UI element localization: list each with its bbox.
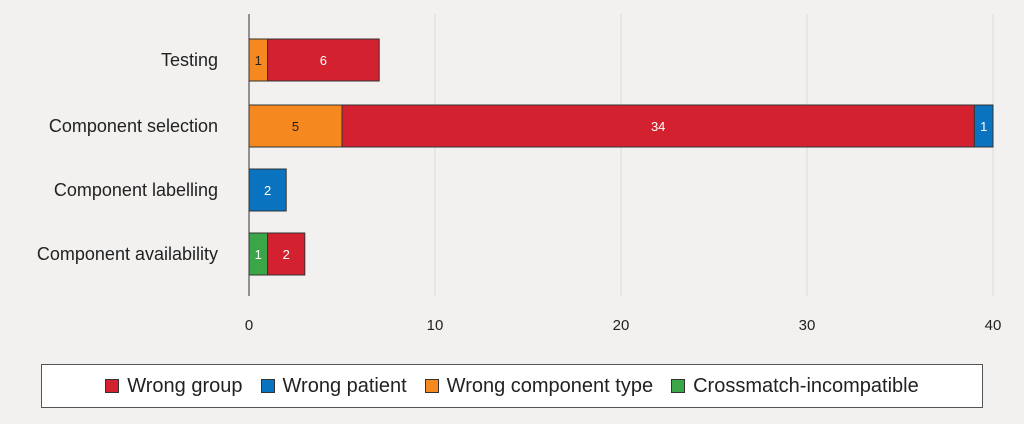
category-label: Component selection xyxy=(49,116,218,136)
x-tick-label: 10 xyxy=(427,317,444,334)
x-tick-label: 0 xyxy=(245,317,253,334)
legend: Wrong group Wrong patient Wrong component … xyxy=(41,364,983,408)
legend-item: Wrong group xyxy=(105,374,243,398)
legend-label: Crossmatch-incompatible xyxy=(693,374,919,397)
bar-value-label: 2 xyxy=(264,183,271,198)
stacked-bar-chart: 1 6 5 34 1 2 1 2 Testing Component selection Comp… xyxy=(37,14,1002,334)
legend-label: Wrong component type xyxy=(446,374,654,397)
legend-label: Wrong group xyxy=(127,374,243,397)
bar-value-label: 34 xyxy=(651,119,665,134)
category-label: Component labelling xyxy=(54,180,218,200)
legend-swatch xyxy=(424,379,439,393)
bar-segment xyxy=(248,168,287,212)
bar-segment xyxy=(248,104,343,148)
legend-item: Wrong component type xyxy=(424,374,654,398)
bars: 1 6 5 34 1 2 1 2 xyxy=(248,38,994,276)
gridlines xyxy=(434,14,994,296)
x-tick-label: 40 xyxy=(985,317,1002,334)
x-tick-labels: 0 10 20 30 40 xyxy=(245,317,1002,334)
x-tick-label: 20 xyxy=(613,317,630,334)
bar-value-label: 5 xyxy=(292,119,299,134)
bar-segment xyxy=(267,232,306,276)
category-label: Component availability xyxy=(37,244,218,264)
category-label: Testing xyxy=(161,50,218,70)
bar-segment xyxy=(973,104,994,148)
bar-value-label: 2 xyxy=(283,247,290,262)
category-labels: Testing Component selection Component labe… xyxy=(37,50,218,264)
bar-value-label: 6 xyxy=(320,53,327,68)
x-tick-label: 30 xyxy=(799,317,816,334)
legend-item: Crossmatch-incompatible xyxy=(671,375,919,398)
legend-swatch xyxy=(671,379,686,393)
legend-label: Wrong patient xyxy=(282,374,407,397)
legend-item: Wrong patient xyxy=(260,374,407,398)
bar-segment xyxy=(267,38,380,82)
legend-swatch xyxy=(260,379,275,393)
legend-swatch xyxy=(105,379,120,393)
bar-value-label: 1 xyxy=(980,119,987,134)
bar-value-label: 1 xyxy=(255,247,262,262)
bar-value-label: 1 xyxy=(255,53,262,68)
